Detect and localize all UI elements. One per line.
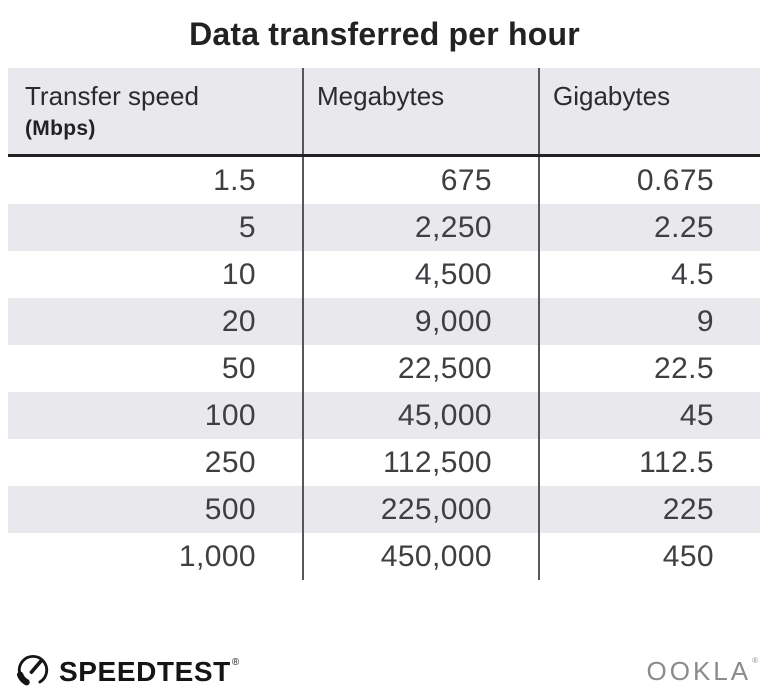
cell-megabytes: 225,000 [302, 486, 538, 533]
cell-gigabytes: 112.5 [538, 439, 760, 486]
cell-speed: 500 [204, 492, 256, 526]
column-header-unit: (Mbps) [25, 117, 96, 140]
cell-gigabytes: 45 [538, 392, 760, 439]
cell-megabytes: 112,500 [302, 439, 538, 486]
table-header-row: Transfer speed (Mbps) Megabytes Gigabyte… [8, 68, 760, 157]
table-row: 500 225,000 225 [8, 486, 760, 533]
table-row: 1.5 675 0.675 [8, 157, 760, 204]
cell-megabytes: 4,500 [302, 251, 538, 298]
table-body: 1.5 675 0.675 5 2,250 2.25 10 4,500 4.5 … [8, 157, 760, 580]
speedtest-logo: SPEEDTEST ® [14, 650, 240, 693]
cell-gigabytes: 4.5 [538, 251, 760, 298]
cell-speed: 5 [238, 210, 256, 244]
cell-gigabytes: 9 [538, 298, 760, 345]
table-row: 1,000 450,000 450 [8, 533, 760, 580]
cell-megabytes: 45,000 [302, 392, 538, 439]
cell-speed: 20 [221, 304, 256, 338]
cell-gigabytes: 22.5 [538, 345, 760, 392]
table-row: 50 22,500 22.5 [8, 345, 760, 392]
table-row: 5 2,250 2.25 [8, 204, 760, 251]
footer: SPEEDTEST ® OOKLA ® [0, 644, 769, 698]
table-row: 20 9,000 9 [8, 298, 760, 345]
table-row: 100 45,000 45 [8, 392, 760, 439]
cell-megabytes: 9,000 [302, 298, 538, 345]
cell-megabytes: 2,250 [302, 204, 538, 251]
cell-megabytes: 675 [302, 157, 538, 204]
cell-speed: 250 [204, 445, 256, 479]
column-header-megabytes: Megabytes [302, 68, 538, 154]
cell-speed: 1.5 [213, 163, 256, 197]
cell-speed: 1,000 [178, 539, 256, 573]
cell-gigabytes: 0.675 [538, 157, 760, 204]
cell-speed: 100 [204, 398, 256, 432]
ookla-logo: OOKLA ® [646, 656, 759, 687]
cell-speed: 50 [221, 351, 256, 385]
cell-gigabytes: 450 [538, 533, 760, 580]
ookla-wordmark: OOKLA [646, 656, 752, 686]
cell-megabytes: 450,000 [302, 533, 538, 580]
data-table: Transfer speed (Mbps) Megabytes Gigabyte… [8, 68, 760, 580]
speedtest-registered-mark: ® [231, 657, 240, 668]
cell-speed: 10 [221, 257, 256, 291]
table-row: 10 4,500 4.5 [8, 251, 760, 298]
column-header-label: Transfer speed [25, 81, 199, 111]
cell-gigabytes: 225 [538, 486, 760, 533]
column-header-transfer-speed: Transfer speed (Mbps) [8, 68, 302, 154]
cell-gigabytes: 2.25 [538, 204, 760, 251]
speedtest-wordmark: SPEEDTEST [59, 655, 231, 687]
speedtest-gauge-icon [14, 650, 52, 693]
page-title: Data transferred per hour [189, 16, 580, 52]
cell-megabytes: 22,500 [302, 345, 538, 392]
column-header-gigabytes: Gigabytes [538, 68, 760, 154]
table-row: 250 112,500 112.5 [8, 439, 760, 486]
ookla-registered-mark: ® [752, 656, 758, 665]
